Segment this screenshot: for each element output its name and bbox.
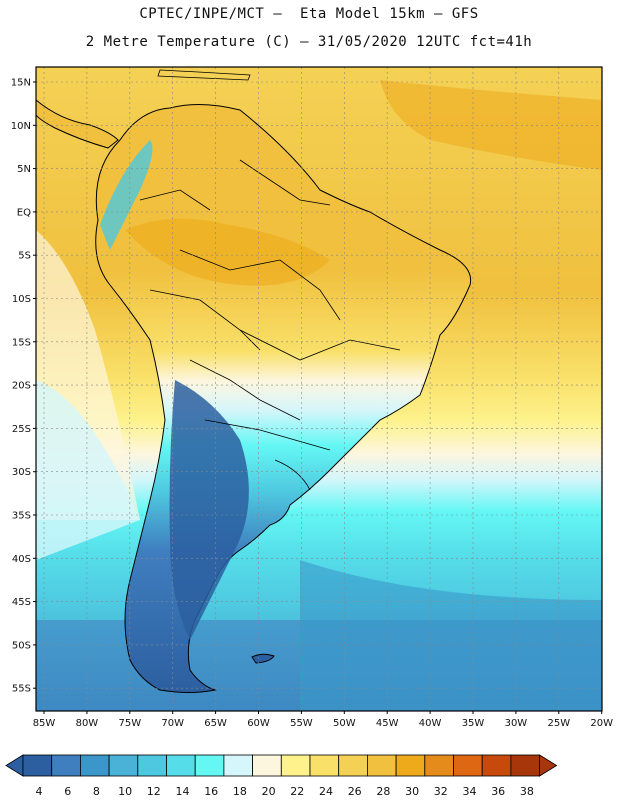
colorbar-segment	[453, 754, 483, 777]
longitude-label: 50W	[333, 718, 356, 729]
lat-lon-grid	[36, 67, 603, 711]
colorbar-label: 34	[463, 785, 477, 798]
colorbar-lower-arrow	[5, 754, 24, 777]
colorbar-label: 30	[405, 785, 419, 798]
colorbar-segment	[223, 754, 253, 777]
colorbar-label: 22	[290, 785, 304, 798]
longitude-label: 35W	[462, 718, 485, 729]
colorbar-label: 26	[348, 785, 362, 798]
latitude-label: 50S	[12, 640, 31, 651]
colorbar-label: 36	[491, 785, 505, 798]
latitude-label: 15N	[11, 78, 31, 89]
colorbar-label: 16	[204, 785, 218, 798]
colorbar-upper-arrow	[539, 754, 558, 777]
longitude-label: 20W	[590, 718, 613, 729]
colorbar-segment	[51, 754, 81, 777]
colorbar-label: 32	[434, 785, 448, 798]
colorbar-segment	[137, 754, 167, 777]
latitude-label: 10N	[11, 121, 31, 132]
longitude-label: 85W	[33, 718, 56, 729]
latitude-label: 40S	[12, 554, 31, 565]
colorbar-label: 4	[36, 785, 43, 798]
longitude-label: 80W	[76, 718, 99, 729]
colorbar-label: 8	[93, 785, 100, 798]
latitude-label: 5S	[18, 251, 31, 262]
map-title-line-2: 2 Metre Temperature (C) – 31/05/2020 12U…	[85, 34, 533, 50]
longitude-label: 65W	[204, 718, 227, 729]
colorbar-segment	[366, 754, 397, 777]
colorbar-segment	[166, 754, 196, 777]
colorbar-segment	[80, 754, 110, 777]
longitude-label: 25W	[547, 718, 570, 729]
colorbar-segment	[108, 754, 139, 777]
latitude-label: 20S	[12, 381, 31, 392]
map-title-line-1: CPTEC/INPE/MCT – Eta Model 15km – GFS	[139, 6, 479, 22]
longitude-label: 30W	[505, 718, 528, 729]
colorbar-label: 14	[176, 785, 190, 798]
latitude-label: 30S	[12, 467, 31, 478]
latitude-label: 15S	[12, 337, 31, 348]
colorbar-label: 38	[520, 785, 534, 798]
latitude-label: EQ	[17, 207, 31, 218]
colorbar-segment	[338, 754, 368, 777]
colorbar-label: 10	[118, 785, 132, 798]
temperature-colorbar: 4 6 8 10 12 14 16 18 20 22 24 26 28 30 32 34 36 38	[5, 754, 558, 798]
colorbar-label: 28	[376, 785, 390, 798]
colorbar-segment	[252, 754, 282, 777]
colorbar-segment	[510, 754, 540, 777]
longitude-labels: 85W 80W 75W 70W 65W 60W 55W 50W 45W 40W 35W 30W 25W 2…	[33, 711, 613, 729]
colorbar-label: 20	[262, 785, 276, 798]
colorbar-label: 24	[319, 785, 333, 798]
colorbar-label: 18	[233, 785, 247, 798]
longitude-label: 75W	[118, 718, 141, 729]
longitude-label: 55W	[290, 718, 313, 729]
colorbar-segment	[424, 754, 454, 777]
latitude-labels: 15N 10N 5N EQ 5S 10S 15S 20S 25S 30S 35S 40S 45S 50S 5…	[11, 78, 36, 695]
country-borders	[139, 159, 401, 491]
latitude-label: 35S	[12, 511, 31, 522]
colorbar-segment	[481, 754, 512, 777]
colorbar-segment	[280, 754, 311, 777]
colorbar-label: 6	[64, 785, 71, 798]
colorbar-segment	[309, 754, 340, 777]
latitude-label: 5N	[17, 164, 31, 175]
longitude-label: 60W	[247, 718, 270, 729]
colorbar-label: 12	[147, 785, 161, 798]
colorbar-segment	[22, 754, 53, 777]
longitude-label: 70W	[161, 718, 184, 729]
colorbar-segment	[194, 754, 225, 777]
latitude-label: 10S	[12, 294, 31, 305]
latitude-label: 55S	[12, 684, 31, 695]
map-frame	[35, 66, 603, 712]
longitude-label: 45W	[376, 718, 399, 729]
latitude-label: 45S	[12, 597, 31, 608]
colorbar-segment	[395, 754, 426, 777]
latitude-label: 25S	[12, 424, 31, 435]
longitude-label: 40W	[419, 718, 442, 729]
